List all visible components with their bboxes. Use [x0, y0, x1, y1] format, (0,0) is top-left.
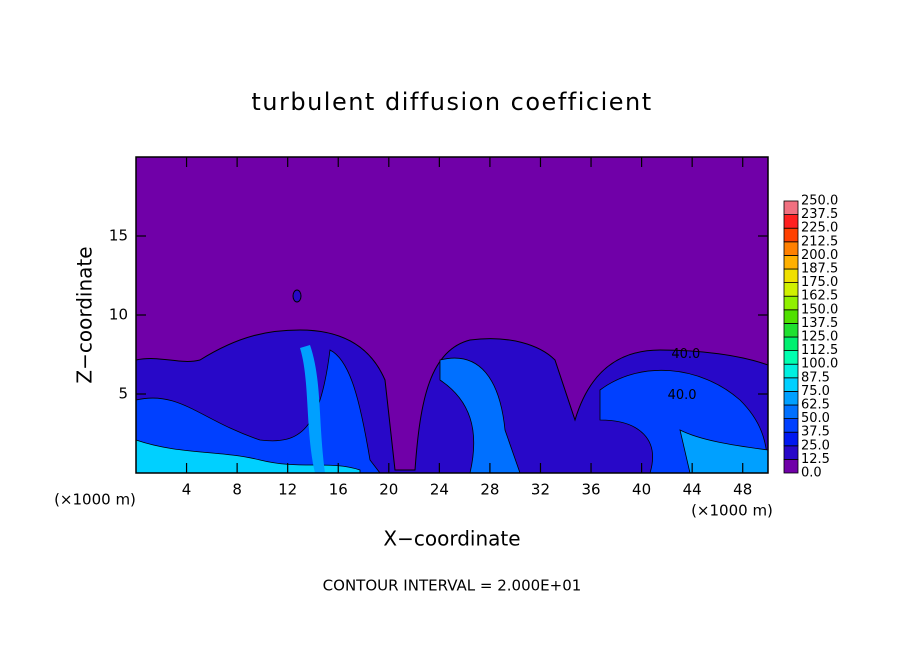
colorbar-label: 0.0	[801, 466, 822, 481]
colorbar-label: 37.5	[801, 425, 830, 440]
field	[135, 157, 769, 474]
x-tick-label: 4	[182, 481, 192, 499]
x-tick-label: 8	[232, 481, 242, 499]
field-region	[300, 345, 325, 473]
colorbar-box	[783, 350, 799, 365]
colorbar-box	[783, 295, 799, 311]
field-region	[292, 289, 302, 303]
colorbar-label: 175.0	[801, 275, 838, 290]
colorbar-label: 100.0	[801, 357, 838, 372]
colorbar-box	[783, 254, 799, 270]
x-axis-label: X−coordinate	[383, 527, 520, 551]
colorbar-box	[783, 200, 799, 216]
y-tick-label: 10	[109, 306, 128, 324]
x-tick-label: 12	[278, 481, 297, 499]
colorbar-box	[783, 431, 799, 447]
x-tick-label: 32	[531, 481, 550, 499]
colorbar-label: 250.0	[801, 194, 838, 209]
colorbar-label: 12.5	[801, 452, 830, 467]
footer: CONTOUR INTERVAL = 2.000E+01	[323, 577, 582, 595]
x-tick-label: 44	[683, 481, 702, 499]
colorbar-box	[783, 377, 799, 392]
colorbar-box	[783, 309, 799, 324]
field-region	[135, 439, 361, 474]
colorbar-label: 87.5	[801, 370, 830, 385]
colorbar-box	[783, 282, 799, 297]
x-tick-label: 20	[379, 481, 398, 499]
x-tick-label: 40	[632, 481, 651, 499]
colorbar-label: 62.5	[801, 398, 830, 413]
colorbar-label: 137.5	[801, 316, 838, 331]
colorbar-box	[783, 404, 799, 420]
x-tick-label: 48	[733, 481, 752, 499]
colorbar-label: 225.0	[801, 221, 838, 236]
contour-label: 40.0	[668, 388, 697, 403]
colorbar-label: 50.0	[801, 411, 830, 426]
x-tick-label: 36	[581, 481, 600, 499]
x-units: (×1000 m)	[54, 491, 136, 509]
y-tick-label: 15	[109, 227, 128, 245]
colorbar-box	[783, 214, 799, 229]
colorbar-box	[783, 241, 799, 256]
colorbar-box	[783, 227, 799, 243]
colorbar-label: 187.5	[801, 262, 838, 277]
colorbar-label: 112.5	[801, 343, 838, 358]
colorbar-label: 212.5	[801, 234, 838, 249]
y-axis-label: Z−coordinate	[73, 246, 97, 383]
colorbar-box	[783, 418, 799, 433]
contour-label: 40.0	[671, 347, 700, 362]
colorbar-label: 75.0	[801, 384, 830, 399]
colorbar-label: 162.5	[801, 289, 838, 304]
chart-title: turbulent diffusion coefficient	[251, 88, 652, 116]
x-units: (×1000 m)	[691, 502, 773, 520]
colorbar-label: 150.0	[801, 302, 838, 317]
colorbar-box	[783, 390, 799, 406]
colorbar-box	[783, 336, 799, 352]
colorbar-label: 25.0	[801, 438, 830, 453]
colorbar-box	[783, 445, 799, 460]
colorbar-label: 200.0	[801, 248, 838, 263]
x-tick-label: 24	[430, 481, 449, 499]
colorbar-label: 237.5	[801, 207, 838, 222]
colorbar-box	[783, 322, 799, 338]
colorbar-box	[783, 268, 799, 284]
y-tick-label: 5	[118, 385, 128, 403]
colorbar-label: 125.0	[801, 330, 838, 345]
colorbar-box	[783, 363, 799, 379]
x-tick-label: 28	[480, 481, 499, 499]
colorbar-box	[783, 458, 799, 474]
x-tick-label: 16	[329, 481, 348, 499]
